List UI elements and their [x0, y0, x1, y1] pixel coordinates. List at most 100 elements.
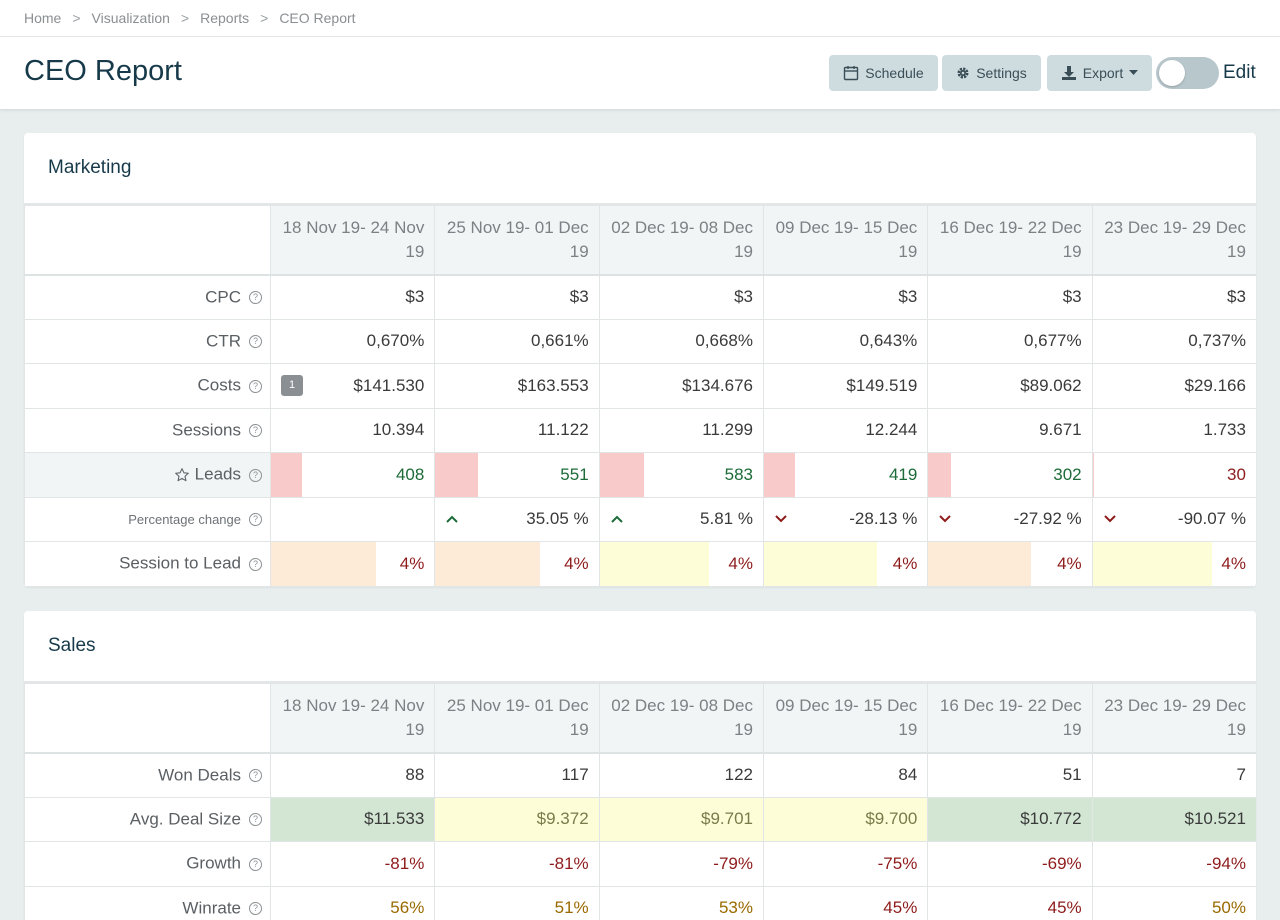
leads-bar	[1092, 453, 1095, 497]
help-icon[interactable]: ?	[249, 902, 262, 915]
calendar-icon	[844, 66, 859, 81]
session-to-lead-row: Session to Lead? 4% 4% 4% 4% 4% 4%	[24, 541, 1256, 587]
breadcrumb-current: CEO Report	[279, 10, 356, 26]
table-cell: 9.671	[927, 407, 1093, 453]
table-cell: 10.394	[269, 407, 436, 453]
table-cell: $3	[927, 274, 1093, 320]
page-title: CEO Report	[24, 55, 182, 87]
breadcrumb-separator: >	[180, 10, 190, 26]
growth-label: Growth?	[24, 841, 271, 887]
sales-header-row: 18 Nov 19- 24 Nov 19 25 Nov 19- 01 Dec 1…	[24, 683, 1256, 754]
table-cell: $134.676	[598, 363, 764, 409]
table-cell: 84	[762, 752, 929, 798]
session-to-lead-bar	[271, 542, 376, 586]
gear-icon	[957, 67, 969, 79]
chevron-up-icon	[446, 515, 459, 523]
table-cell: $11.533	[269, 796, 436, 842]
schedule-button[interactable]: Schedule	[829, 55, 938, 91]
annotation-badge[interactable]: 1	[281, 375, 303, 396]
cpc-row: CPC? $3 $3 $3 $3 $3 $3	[24, 274, 1256, 320]
help-icon[interactable]: ?	[249, 468, 262, 482]
help-icon[interactable]: ?	[249, 557, 262, 571]
help-icon[interactable]: ?	[249, 379, 262, 393]
caret-down-icon	[1129, 70, 1139, 75]
download-icon	[1061, 66, 1076, 80]
table-cell: 53%	[598, 885, 764, 920]
export-button[interactable]: Export	[1047, 55, 1152, 91]
help-icon[interactable]: ?	[249, 857, 262, 871]
costs-row: Costs? 1 $141.530 $163.553 $134.676 $149.…	[24, 363, 1256, 409]
table-cell: 35.05 %	[434, 496, 600, 542]
table-cell: $3	[598, 274, 764, 320]
period-header: 23 Dec 19- 29 Dec 19	[1091, 205, 1256, 276]
period-header: 18 Nov 19- 24 Nov 19	[269, 683, 436, 754]
leads-bar	[599, 453, 644, 497]
period-header: 25 Nov 19- 01 Dec 19	[434, 205, 600, 276]
leads-bar	[928, 453, 952, 497]
table-cell: -81%	[434, 841, 600, 887]
help-icon[interactable]: ?	[249, 513, 262, 527]
growth-row: Growth? -81% -81% -79% -75% -69% -94%	[24, 841, 1256, 887]
corner-cell	[24, 205, 271, 276]
table-cell: 1.733	[1091, 407, 1256, 453]
table-cell: 4%	[434, 541, 600, 587]
table-cell: -79%	[598, 841, 764, 887]
help-icon[interactable]: ?	[249, 424, 262, 437]
breadcrumb-visualization[interactable]: Visualization	[91, 10, 170, 26]
avg-deal-size-label: Avg. Deal Size?	[24, 796, 271, 842]
cpc-label: CPC?	[24, 274, 271, 320]
leads-bar	[271, 453, 303, 497]
help-icon[interactable]: ?	[249, 335, 262, 348]
period-header: 18 Nov 19- 24 Nov 19	[269, 205, 436, 276]
table-cell: $3	[269, 274, 436, 320]
period-header: 02 Dec 19- 08 Dec 19	[598, 683, 764, 754]
sales-title: Sales	[24, 611, 1256, 683]
leads-row: Leads? 408 551 583 419 302 30	[24, 452, 1256, 498]
table-cell: 0,670%	[269, 318, 436, 364]
table-cell: -27.92 %	[927, 496, 1093, 542]
help-icon[interactable]: ?	[249, 813, 262, 826]
help-icon[interactable]: ?	[249, 290, 262, 304]
pct-change-label: Percentage change?	[24, 496, 271, 542]
ctr-label: CTR?	[24, 318, 271, 364]
period-header: 16 Dec 19- 22 Dec 19	[927, 205, 1093, 276]
table-cell: 0,737%	[1091, 318, 1256, 364]
help-icon[interactable]: ?	[249, 768, 262, 782]
session-to-lead-bar	[928, 542, 1032, 586]
marketing-card: Marketing 18 Nov 19- 24 Nov 19 25 Nov 19…	[24, 133, 1256, 587]
corner-cell	[24, 683, 271, 754]
breadcrumb-reports[interactable]: Reports	[200, 10, 250, 26]
marketing-header-row: 18 Nov 19- 24 Nov 19 25 Nov 19- 01 Dec 1…	[24, 205, 1256, 276]
edit-toggle[interactable]	[1156, 57, 1219, 89]
leads-cell: 419	[762, 452, 929, 498]
table-cell: 4%	[269, 541, 436, 587]
session-to-lead-bar	[1092, 542, 1212, 586]
settings-button[interactable]: Settings	[942, 55, 1041, 91]
table-cell: 4%	[1091, 541, 1256, 587]
sales-card: Sales 18 Nov 19- 24 Nov 19 25 Nov 19- 01…	[24, 611, 1256, 920]
page-header: CEO Report Schedule Settings Export	[0, 37, 1280, 110]
period-header: 23 Dec 19- 29 Dec 19	[1091, 683, 1256, 754]
won-deals-row: Won Deals? 88 117 122 84 51 7	[24, 752, 1256, 798]
leads-bar	[763, 453, 796, 497]
toggle-knob	[1159, 60, 1185, 86]
table-cell: $9.700	[762, 796, 929, 842]
sessions-row: Sessions? 10.394 11.122 11.299 12.244 9.…	[24, 407, 1256, 453]
table-cell: -69%	[927, 841, 1093, 887]
period-header: 02 Dec 19- 08 Dec 19	[598, 205, 764, 276]
export-label: Export	[1082, 65, 1124, 81]
star-icon[interactable]	[174, 467, 190, 483]
table-cell: 12.244	[762, 407, 929, 453]
table-cell: 1 $141.530	[269, 363, 436, 409]
chevron-down-icon	[775, 514, 787, 522]
session-to-lead-bar	[599, 542, 710, 586]
settings-label: Settings	[976, 65, 1027, 81]
winrate-label: Winrate?	[24, 885, 271, 920]
breadcrumb-home[interactable]: Home	[24, 10, 62, 26]
chevron-down-icon	[939, 514, 952, 522]
winrate-row: Winrate? 56% 51% 53% 45% 45% 50%	[24, 885, 1256, 920]
leads-cell: 583	[598, 452, 764, 498]
table-cell: 0,668%	[598, 318, 764, 364]
table-cell: $29.166	[1091, 363, 1256, 409]
table-cell: 51	[927, 752, 1093, 798]
